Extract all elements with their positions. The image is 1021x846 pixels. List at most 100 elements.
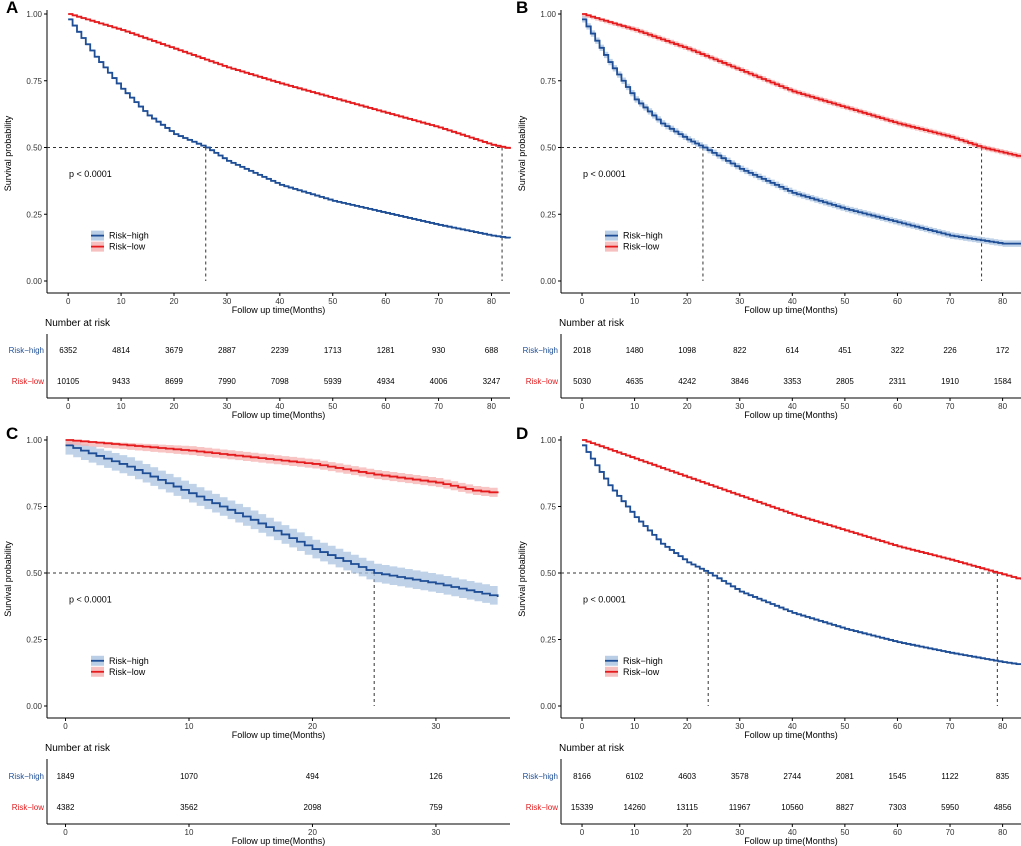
y-axis-title: Survival probability bbox=[3, 115, 13, 191]
risk-count: 1545 bbox=[889, 772, 907, 781]
risk-count: 4934 bbox=[377, 377, 395, 386]
y-tick-label: 0.75 bbox=[26, 77, 42, 86]
risk-x-tick-label: 30 bbox=[222, 402, 231, 411]
risk-x-axis-title: Follow up time(Months) bbox=[744, 836, 838, 846]
risk-x-tick-label: 10 bbox=[630, 402, 639, 411]
panel-label: D bbox=[516, 424, 528, 443]
y-tick-label: 0.00 bbox=[540, 277, 556, 286]
risk-count: 1122 bbox=[941, 772, 959, 781]
risk-count: 1849 bbox=[57, 772, 75, 781]
risk-x-tick-label: 30 bbox=[735, 828, 744, 837]
risk-row-label: Risk−low bbox=[526, 377, 558, 386]
risk-row-label: Risk−low bbox=[526, 803, 558, 812]
risk-count: 2081 bbox=[836, 772, 854, 781]
x-tick-label: 50 bbox=[840, 297, 849, 306]
risk-count: 4603 bbox=[678, 772, 696, 781]
x-axis-title: Follow up time(Months) bbox=[232, 305, 326, 315]
risk-row-label: Risk−low bbox=[12, 803, 44, 812]
risk-x-tick-label: 40 bbox=[788, 402, 797, 411]
risk-x-tick-label: 60 bbox=[893, 402, 902, 411]
y-tick-label: 0.25 bbox=[540, 636, 556, 645]
y-tick-label: 1.00 bbox=[26, 436, 42, 445]
risk-x-axis-title: Follow up time(Months) bbox=[744, 410, 838, 420]
x-axis-title: Follow up time(Months) bbox=[232, 730, 326, 740]
risk-count: 3353 bbox=[783, 377, 801, 386]
x-tick-label: 60 bbox=[381, 297, 390, 306]
x-tick-label: 80 bbox=[487, 297, 496, 306]
panel-label: B bbox=[516, 0, 528, 17]
risk-x-tick-label: 80 bbox=[998, 402, 1007, 411]
x-tick-label: 80 bbox=[998, 722, 1007, 731]
y-tick-label: 0.75 bbox=[540, 77, 556, 86]
survival-curve-risk-low bbox=[582, 439, 1021, 580]
x-tick-label: 20 bbox=[170, 297, 179, 306]
risk-count: 930 bbox=[432, 346, 446, 355]
risk-count: 2744 bbox=[783, 772, 801, 781]
risk-x-tick-label: 40 bbox=[275, 402, 284, 411]
risk-count: 10560 bbox=[781, 803, 804, 812]
survival-curve-risk-low bbox=[65, 439, 499, 494]
y-tick-label: 0.00 bbox=[540, 702, 556, 711]
legend-label: Risk−high bbox=[109, 656, 149, 666]
survival-curve-risk-low bbox=[582, 13, 1021, 157]
risk-x-tick-label: 80 bbox=[487, 402, 496, 411]
y-axis-title: Survival probability bbox=[3, 541, 13, 617]
y-axis-title: Survival probability bbox=[517, 115, 527, 191]
x-tick-label: 50 bbox=[840, 722, 849, 731]
x-axis-title: Follow up time(Months) bbox=[744, 305, 838, 315]
y-tick-label: 0.75 bbox=[540, 503, 556, 512]
risk-count: 688 bbox=[485, 346, 499, 355]
risk-count: 4635 bbox=[626, 377, 644, 386]
risk-x-tick-label: 40 bbox=[788, 828, 797, 837]
x-tick-label: 70 bbox=[946, 722, 955, 731]
x-tick-label: 30 bbox=[735, 297, 744, 306]
x-tick-label: 40 bbox=[788, 297, 797, 306]
x-axis-title: Follow up time(Months) bbox=[744, 730, 838, 740]
risk-count: 2311 bbox=[889, 377, 907, 386]
risk-x-tick-label: 70 bbox=[434, 402, 443, 411]
x-tick-label: 0 bbox=[580, 297, 585, 306]
risk-x-axis-title: Follow up time(Months) bbox=[232, 836, 326, 846]
risk-count: 4814 bbox=[112, 346, 130, 355]
risk-count: 3578 bbox=[731, 772, 749, 781]
risk-count: 3679 bbox=[165, 346, 183, 355]
x-tick-label: 0 bbox=[66, 297, 71, 306]
ci-band-risk-high bbox=[582, 16, 1021, 247]
risk-count: 835 bbox=[996, 772, 1010, 781]
y-tick-label: 0.50 bbox=[26, 144, 42, 153]
risk-x-tick-label: 0 bbox=[66, 402, 71, 411]
risk-count: 3846 bbox=[731, 377, 749, 386]
risk-count: 5939 bbox=[324, 377, 342, 386]
survival-curve-risk-high bbox=[65, 444, 499, 597]
legend-label: Risk−high bbox=[623, 656, 663, 666]
risk-x-tick-label: 30 bbox=[735, 402, 744, 411]
survival-curve-risk-low bbox=[68, 13, 511, 149]
x-tick-label: 10 bbox=[117, 297, 126, 306]
y-tick-label: 0.00 bbox=[26, 277, 42, 286]
survival-curve-risk-high bbox=[582, 444, 1021, 666]
x-tick-label: 10 bbox=[185, 722, 194, 731]
y-tick-label: 0.25 bbox=[26, 210, 42, 219]
risk-count: 14260 bbox=[623, 803, 646, 812]
risk-count: 614 bbox=[786, 346, 800, 355]
x-tick-label: 60 bbox=[893, 297, 902, 306]
risk-count: 8699 bbox=[165, 377, 183, 386]
risk-x-tick-label: 0 bbox=[580, 828, 585, 837]
risk-count: 5030 bbox=[573, 377, 591, 386]
risk-count: 9433 bbox=[112, 377, 130, 386]
ci-band-risk-high bbox=[582, 444, 1021, 666]
risk-count: 1480 bbox=[626, 346, 644, 355]
legend-label: Risk−low bbox=[109, 667, 146, 677]
risk-x-tick-label: 10 bbox=[630, 828, 639, 837]
risk-count: 4856 bbox=[994, 803, 1012, 812]
risk-x-tick-label: 50 bbox=[840, 828, 849, 837]
risk-count: 13115 bbox=[676, 803, 698, 812]
y-tick-label: 0.25 bbox=[540, 210, 556, 219]
x-tick-label: 80 bbox=[998, 297, 1007, 306]
risk-count: 3562 bbox=[180, 803, 198, 812]
p-value: p < 0.0001 bbox=[69, 169, 112, 179]
risk-count: 1713 bbox=[324, 346, 342, 355]
risk-count: 4006 bbox=[430, 377, 448, 386]
risk-count: 2098 bbox=[304, 803, 322, 812]
